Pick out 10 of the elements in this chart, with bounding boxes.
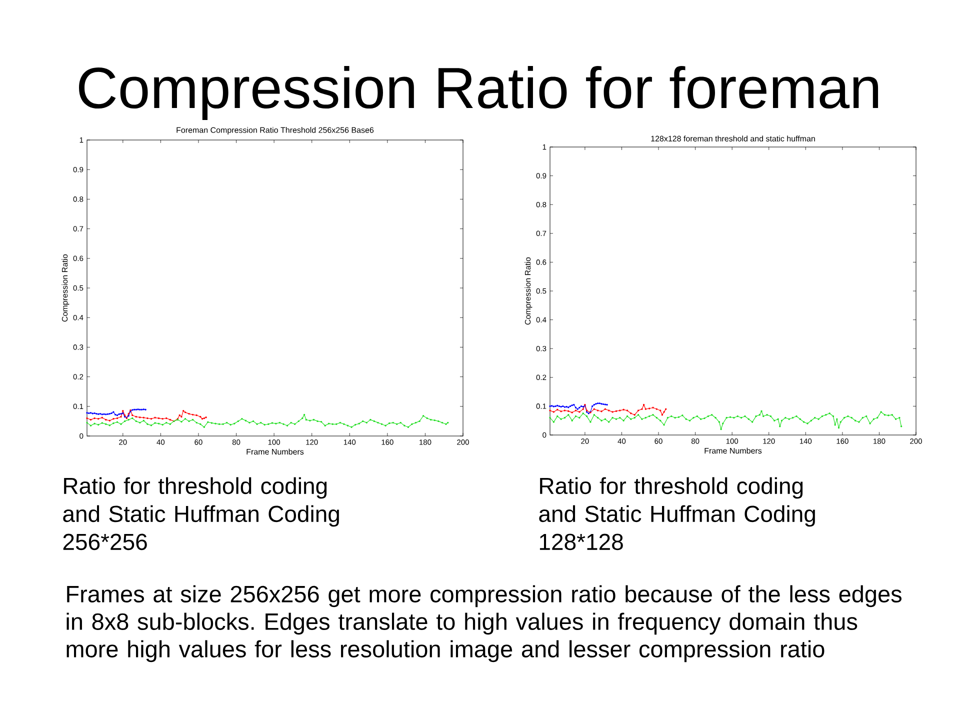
y-axis-title: Compression Ratio	[62, 254, 70, 322]
text: Frames at size 256x256 get more compression ratio because of the less edges in 8x8 sub-blocks. Edges translate to high values in frequency domain thus more high values for less resolution image and lesser compression ratio	[66, 585, 902, 662]
chart-title: Foreman Compression Ratio Threshold 256x256 Base6	[176, 127, 374, 134]
y-axis-title: Compression Ratio	[524, 257, 532, 325]
text: Ratio for threshold coding and Static Huffman Coding 128*128	[539, 477, 815, 550]
text: Compression Ratio for foreman	[79, 66, 878, 120]
x-axis-title: Frame Numbers	[246, 448, 304, 455]
chart-title: 128x128 foreman threshold and static huffman	[651, 136, 815, 142]
text: Ratio for threshold coding and Static Huffman Coding 256*256	[63, 477, 339, 550]
x-axis-title: Frame Numbers	[704, 448, 762, 454]
